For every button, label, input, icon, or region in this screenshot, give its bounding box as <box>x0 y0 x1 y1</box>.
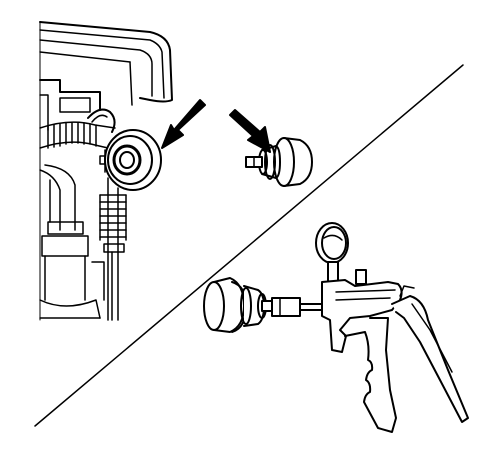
arrow-to-installed-regulator <box>161 99 206 149</box>
removed-pressure-regulator <box>245 137 313 187</box>
diagonal-divider-line <box>34 64 464 427</box>
module-wiring-harness <box>39 164 105 319</box>
vacuum-gauge-icon <box>315 222 349 283</box>
module-fuel-pipe <box>99 177 127 321</box>
vacuum-hose-connector <box>271 297 323 317</box>
pump-grip-handle <box>344 317 397 433</box>
arrow-to-removed-regulator <box>229 109 271 153</box>
module-body <box>39 79 101 111</box>
module-top-flange <box>39 21 173 103</box>
installed-pressure-regulator <box>99 129 162 191</box>
hand-vacuum-pump <box>315 222 469 433</box>
pump-trigger-lever <box>391 295 469 423</box>
corrugated-fuel-hose <box>39 108 116 149</box>
fuel-pump-module-assembly <box>39 21 173 321</box>
regulator-on-test-fixture <box>203 277 275 333</box>
